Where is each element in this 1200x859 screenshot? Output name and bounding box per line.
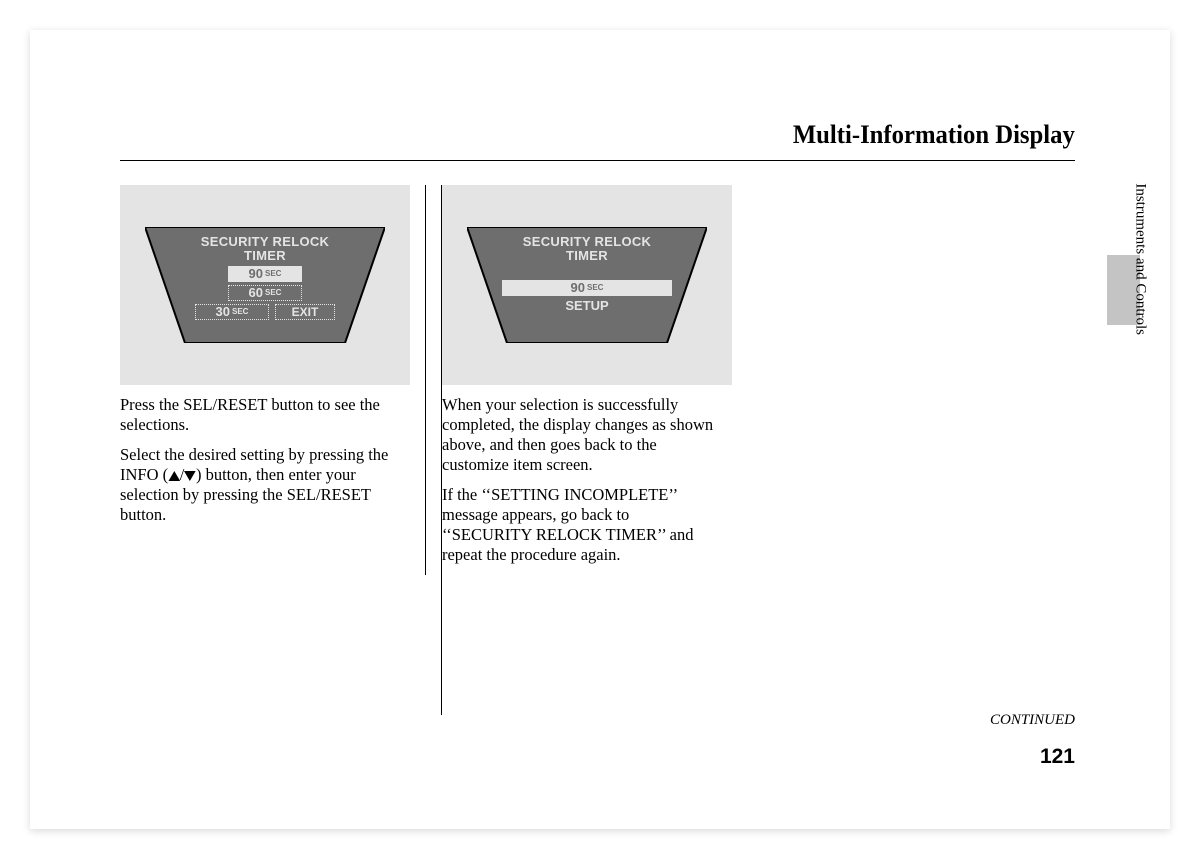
- dashboard-screen-2: SECURITY RELOCK TIMER 90 SEC SETUP: [467, 227, 707, 343]
- section-label: Instruments and Controls: [1132, 183, 1149, 335]
- option-30sec: 30 SEC: [195, 304, 269, 320]
- column-1: SECURITY RELOCK TIMER 90 SEC 60: [120, 185, 425, 575]
- display-panel-setup: SECURITY RELOCK TIMER 90 SEC SETUP: [442, 185, 732, 385]
- column-divider: [441, 185, 442, 715]
- column-2: SECURITY RELOCK TIMER 90 SEC SETUP When …: [425, 185, 746, 575]
- option-exit: EXIT: [275, 304, 335, 320]
- selected-bar: 90 SEC: [502, 280, 672, 296]
- col1-para-1: Press the SEL/RESET button to see the se…: [120, 395, 400, 435]
- page-number: 121: [1040, 745, 1075, 769]
- title-line-2: TIMER: [566, 248, 608, 263]
- page-title: Multi-Information Display: [793, 120, 1075, 150]
- title-line-1: SECURITY RELOCK: [201, 234, 330, 249]
- manual-page: Multi-Information Display Instruments an…: [30, 30, 1170, 829]
- col2-para-1: When your selection is successfully comp…: [442, 395, 721, 475]
- col1-para-2: Select the desired setting by pressing t…: [120, 445, 400, 525]
- col2-para-2: If the ‘‘SETTING INCOMPLETE’’ message ap…: [442, 485, 721, 565]
- screen-content-2: SECURITY RELOCK TIMER 90 SEC SETUP: [467, 227, 707, 343]
- option-90sec: 90 SEC: [228, 266, 302, 282]
- setup-label: SETUP: [467, 298, 707, 313]
- continued-label: CONTINUED: [990, 712, 1075, 729]
- option-row-2: 60 SEC: [145, 284, 385, 302]
- option-60sec: 60 SEC: [228, 285, 302, 301]
- title-line-1: SECURITY RELOCK: [523, 234, 652, 249]
- title-rule: [120, 160, 1075, 161]
- screen-title-2: SECURITY RELOCK TIMER: [467, 227, 707, 264]
- option-row-1: 90 SEC: [145, 265, 385, 283]
- screen-title: SECURITY RELOCK TIMER: [145, 227, 385, 264]
- display-panel-selections: SECURITY RELOCK TIMER 90 SEC 60: [120, 185, 410, 385]
- title-line-2: TIMER: [244, 248, 286, 263]
- down-triangle-icon: [184, 471, 196, 481]
- option-row-3: 30 SEC EXIT: [145, 303, 385, 321]
- screen-content: SECURITY RELOCK TIMER 90 SEC 60: [145, 227, 385, 343]
- content-columns: SECURITY RELOCK TIMER 90 SEC 60: [120, 185, 746, 575]
- dashboard-screen: SECURITY RELOCK TIMER 90 SEC 60: [145, 227, 385, 343]
- up-triangle-icon: [168, 471, 180, 481]
